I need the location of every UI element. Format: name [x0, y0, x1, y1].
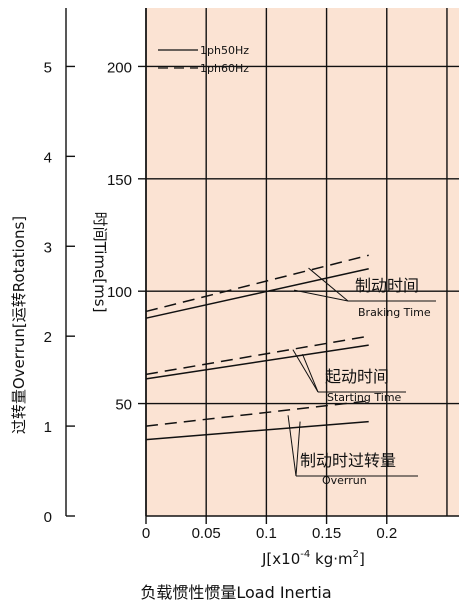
x-axis-label-unit: kg·m — [310, 550, 352, 568]
starting-solid-line — [145, 344, 369, 380]
starting-label-en: Starting Time — [327, 391, 402, 404]
annotations: 制动时间 Braking Time 起动时间 Starting Time 制动时过转量 O… — [287, 267, 436, 487]
braking-label-cn: 制动时间 — [355, 276, 419, 295]
x-tick-label: 0.1 — [256, 525, 277, 542]
grid — [138, 8, 459, 524]
legend: 1ph50Hz 1ph60Hz — [158, 44, 249, 75]
axis-labels: 时间Time[ms] 过转量Overrun[运转Rotations] J[x10… — [10, 212, 365, 602]
x-tick-label: 0.2 — [376, 525, 397, 542]
time-tick-label: 200 — [107, 59, 132, 76]
overrun-tick-label: 4 — [44, 149, 52, 166]
starting-leader-line — [292, 349, 319, 393]
overrun-tick-label: 3 — [44, 239, 52, 256]
x-tick-label: 0 — [142, 525, 150, 542]
braking-dashed-line — [145, 254, 369, 313]
x-axis-label-exp: -4 — [300, 549, 310, 560]
x-axis-label: J[x10-4 kg·m2] — [261, 549, 365, 568]
braking-label-en: Braking Time — [358, 306, 431, 319]
time-tick-label: 100 — [107, 284, 132, 301]
time-axis-label: 时间Time[ms] — [91, 212, 109, 313]
braking-leader-line — [308, 267, 349, 302]
overrun-leader-line — [287, 415, 297, 477]
time-tick-label: 150 — [107, 172, 132, 189]
series-lines — [145, 254, 369, 441]
time-tick-label: 50 — [115, 397, 132, 414]
chart-caption: 负载惯性惯量Load Inertia — [140, 583, 331, 602]
x-axis-label-unit-exp: 2 — [353, 549, 359, 560]
overrun-label-en: Overrun — [322, 474, 367, 487]
overrun-tick-label: 1 — [44, 419, 52, 436]
overrun-label-cn: 制动时过转量 — [300, 451, 396, 470]
braking-leader-line — [293, 289, 349, 302]
overrun-axis-label: 过转量Overrun[运转Rotations] — [10, 216, 28, 434]
overrun-tick-label: 0 — [44, 509, 52, 526]
axes: 0 0.05 0.1 0.15 0.2 50 100 150 200 0 1 2 3 4 5 — [44, 8, 459, 542]
x-axis-label-close: ] — [359, 550, 365, 568]
legend-label: 1ph60Hz — [200, 62, 249, 75]
overrun-solid-line — [145, 420, 369, 441]
braking-solid-line — [145, 268, 369, 319]
x-tick-label: 0.05 — [192, 525, 221, 542]
overrun-leader-line — [295, 421, 301, 477]
overrun-tick-label: 5 — [44, 59, 52, 76]
starting-label-cn: 起动时间 — [325, 367, 389, 386]
x-axis-label-main: J[x10 — [261, 550, 300, 568]
legend-label: 1ph50Hz — [200, 44, 249, 57]
starting-leader-line — [302, 353, 319, 393]
x-tick-label: 0.15 — [312, 525, 341, 542]
plot-background — [146, 8, 459, 516]
overrun-tick-label: 2 — [44, 329, 52, 346]
